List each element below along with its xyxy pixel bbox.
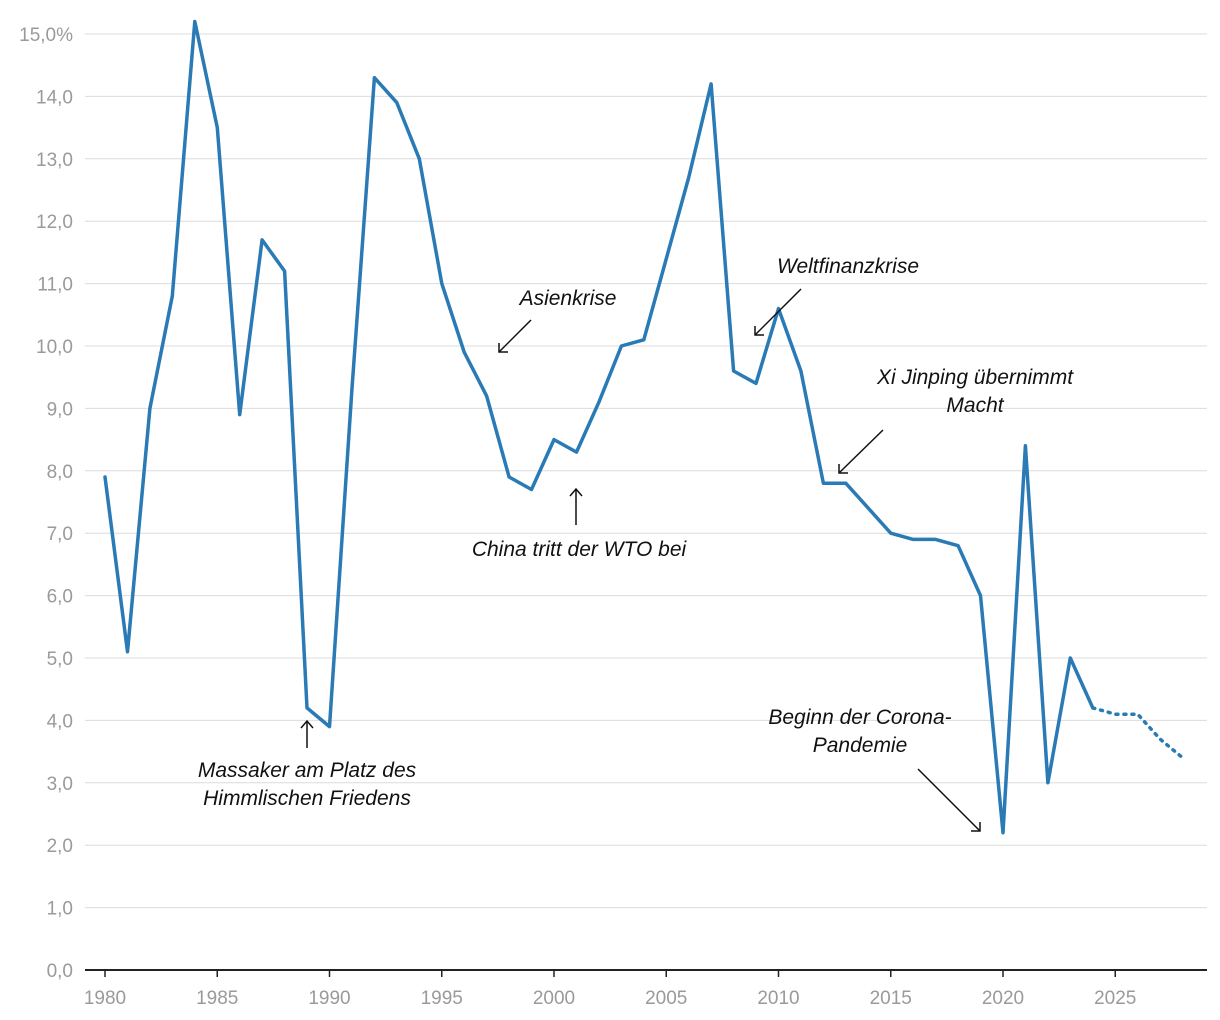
forecast-point-2026 (1136, 712, 1140, 716)
y-tick-label: 2,0 (47, 836, 73, 857)
y-tick-label: 14,0 (36, 87, 73, 108)
forecast-point-2028 (1181, 756, 1185, 760)
y-tick-label: 11,0 (37, 275, 73, 296)
data-point-2019 (979, 594, 983, 598)
x-tick-label: 1985 (196, 988, 238, 1009)
data-point-2021 (1023, 444, 1027, 448)
series-line-gdp-growth (103, 19, 1095, 835)
data-point-1981 (125, 650, 129, 654)
data-point-1983 (170, 294, 174, 298)
x-tick-label: 2020 (982, 988, 1024, 1009)
data-point-2005 (664, 257, 668, 261)
data-point-2020 (1001, 831, 1005, 835)
data-point-2011 (799, 369, 803, 373)
data-point-1994 (417, 157, 421, 161)
data-point-2000 (552, 438, 556, 442)
data-point-1980 (103, 475, 107, 479)
data-point-1999 (530, 488, 534, 492)
arrow-icon (569, 487, 583, 525)
data-point-1984 (193, 20, 197, 24)
arrow-icon (300, 719, 314, 748)
y-tick-label: 3,0 (47, 774, 73, 795)
x-tick-label: 1995 (421, 988, 463, 1009)
data-point-2008 (732, 369, 736, 373)
data-point-2006 (687, 176, 691, 180)
annotation-asienkrise: Asienkrise (518, 287, 617, 310)
y-tick-label: 4,0 (47, 711, 73, 732)
y-tick-label: 6,0 (47, 587, 73, 608)
data-points (103, 20, 1185, 835)
y-tick-label: 9,0 (47, 399, 73, 420)
x-tick-label: 2000 (533, 988, 575, 1009)
x-tick-label: 2010 (757, 988, 799, 1009)
y-tick-label: 5,0 (47, 649, 73, 670)
annotation-corona-line1: Beginn der Corona- (768, 706, 951, 729)
data-point-1988 (283, 269, 287, 273)
data-point-2004 (642, 338, 646, 342)
data-point-1995 (440, 282, 444, 286)
data-point-2001 (574, 450, 578, 454)
data-point-1985 (215, 126, 219, 130)
annotation-xi-jinping-line1: Xi Jinping übernimmt (876, 366, 1074, 389)
annotation-tiananmen-line2: Himmlischen Friedens (203, 787, 411, 810)
arrow-icon (498, 319, 532, 353)
annotation-wto: China tritt der WTO bei (472, 538, 688, 561)
x-tick-label: 1990 (308, 988, 350, 1009)
data-point-2017 (934, 537, 938, 541)
forecast-point-2027 (1158, 737, 1162, 741)
annotation-corona-line2: Pandemie (813, 734, 908, 757)
annotation-xi-jinping-line2: Macht (946, 394, 1004, 417)
x-axis-ticks: 1980 1985 1990 1995 2000 2005 2010 2015 2020 2025 (84, 970, 1136, 1009)
data-point-2012 (821, 481, 825, 485)
data-point-2023 (1068, 656, 1072, 660)
y-tick-label: 7,0 (47, 524, 73, 545)
forecast-point-2024 (1091, 706, 1095, 710)
annotation-tiananmen-line1: Massaker am Platz des (198, 759, 417, 782)
y-tick-label: 0,0 (47, 961, 73, 982)
data-point-2007 (709, 82, 713, 86)
data-point-2013 (844, 481, 848, 485)
data-point-1990 (328, 725, 332, 729)
data-point-2003 (619, 344, 623, 348)
data-point-2018 (956, 544, 960, 548)
data-point-1993 (395, 101, 399, 105)
x-tick-label: 2025 (1094, 988, 1136, 1009)
data-point-1991 (350, 388, 354, 392)
data-point-2002 (597, 400, 601, 404)
data-point-2014 (866, 506, 870, 510)
gridlines (85, 33, 1207, 909)
arrow-icon (838, 429, 884, 474)
x-tick-label: 1980 (84, 988, 126, 1009)
data-point-1996 (462, 350, 466, 354)
y-tick-label: 8,0 (47, 462, 73, 483)
data-point-2009 (754, 381, 758, 385)
data-point-2015 (889, 531, 893, 535)
y-tick-label: 10,0 (36, 337, 73, 358)
forecast-point-2025 (1113, 712, 1117, 716)
y-tick-label: 15,0% (19, 25, 73, 46)
y-tick-label: 12,0 (36, 212, 73, 233)
x-tick-label: 2015 (870, 988, 912, 1009)
data-point-2016 (911, 537, 915, 541)
data-point-1982 (148, 406, 152, 410)
annotation-weltfinanzkrise: Weltfinanzkrise (777, 255, 919, 278)
data-point-1989 (305, 706, 309, 710)
y-axis-ticks: 0,0 1,0 2,0 3,0 4,0 5,0 6,0 7,0 8,0 9,0 10,0 11,0 12… (19, 25, 73, 982)
x-tick-label: 2005 (645, 988, 687, 1009)
data-point-2022 (1046, 781, 1050, 785)
data-point-1986 (238, 413, 242, 417)
data-point-1987 (260, 238, 264, 242)
data-point-1992 (372, 76, 376, 80)
data-point-1998 (507, 475, 511, 479)
arrow-icon (754, 288, 802, 336)
y-tick-label: 1,0 (47, 899, 73, 920)
arrow-icon (917, 768, 981, 832)
data-point-1997 (485, 394, 489, 398)
y-tick-label: 13,0 (36, 150, 73, 171)
series-line-forecast (1091, 706, 1185, 760)
